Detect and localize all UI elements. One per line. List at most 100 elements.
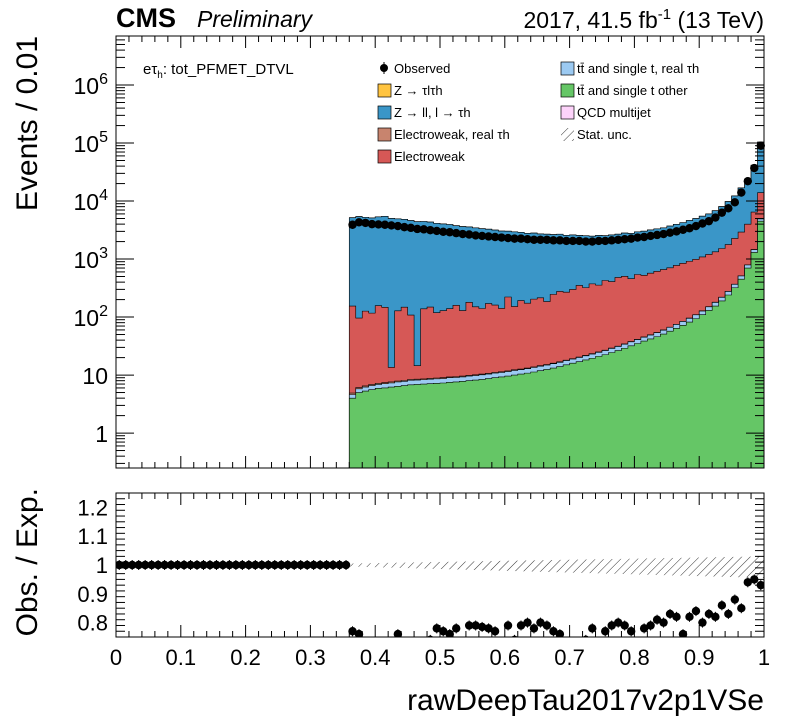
observed-point <box>445 228 454 237</box>
ratio-point <box>277 560 286 570</box>
y-tick-label: 102 <box>74 303 109 331</box>
observed-point <box>439 227 448 236</box>
observed-point <box>387 221 396 230</box>
x-tick-labels: 0 0.1 0.2 0.3 0.4 0.5 0.6 0.7 0.8 0.9 1 <box>110 645 770 670</box>
lumi-suffix: (13 TeV) <box>671 7 764 33</box>
ratio-point <box>704 609 714 619</box>
ratio-point <box>432 624 441 633</box>
ratio-point <box>238 560 247 570</box>
observed-point <box>464 230 474 239</box>
observed-point <box>639 232 649 242</box>
legend-swatch-unc <box>561 128 574 141</box>
ratio-point <box>173 560 182 570</box>
legend-label-ztt: Z → τlτh <box>394 83 443 98</box>
observed-point <box>458 229 467 239</box>
observed-point <box>452 228 461 238</box>
ratio-point <box>192 560 202 570</box>
ratio-point <box>588 624 597 633</box>
ratio-point <box>724 609 733 619</box>
observed-point <box>633 233 642 242</box>
ratio-point <box>555 629 565 637</box>
ratio-point <box>626 627 636 636</box>
ratio-point <box>257 560 266 570</box>
ratio-point <box>134 560 143 570</box>
legend-label-qcd: QCD multijet <box>577 105 651 120</box>
ratio-point <box>698 618 707 627</box>
observed-point <box>678 225 688 234</box>
legend-label-unc: Stat. unc. <box>577 127 632 142</box>
observed-point <box>704 216 714 226</box>
observed-point <box>581 237 590 246</box>
x-tick-label: 0.2 <box>230 645 261 670</box>
observed-point <box>529 235 539 244</box>
channel-label: eτh: tot_PFMET_DTVL <box>143 61 294 81</box>
ratio-point <box>484 624 493 633</box>
observed-point <box>614 235 623 244</box>
ratio-point <box>750 575 759 584</box>
ratio-point <box>199 560 208 570</box>
observed-point <box>646 231 655 241</box>
x-tick-label: 0.8 <box>619 645 650 670</box>
observed-point <box>490 232 500 242</box>
ratio-point <box>503 621 513 630</box>
ratio-y-tick-label: 0.9 <box>77 582 108 607</box>
ratio-y-tick-labels: 0.8 0.9 1 1.1 1.2 <box>77 495 108 635</box>
observed-point <box>711 213 720 222</box>
observed-point <box>665 228 675 237</box>
ratio-point <box>153 560 163 570</box>
observed-point <box>555 236 565 245</box>
ratio-point <box>244 560 254 570</box>
x-tick-label: 0.3 <box>295 645 326 670</box>
y-tick-label: 104 <box>74 187 109 215</box>
y-tick-labels: 1 10 102 103 104 105 106 <box>74 71 109 447</box>
ratio-point <box>711 612 720 622</box>
observed-point <box>607 236 616 245</box>
observed-point <box>354 218 364 227</box>
legend-label-ewk_real: Electroweak, real τh <box>394 127 510 142</box>
ratio-point <box>549 627 558 636</box>
observed-point <box>406 223 416 233</box>
ratio-point <box>212 560 221 570</box>
ratio-point <box>743 578 752 587</box>
legend-label-observed: Observed <box>394 61 450 76</box>
ratio-point <box>458 639 466 647</box>
ratio-point <box>685 612 694 622</box>
ratio-y-axis-label: Obs. / Exp. <box>11 488 44 636</box>
observed-point <box>601 236 610 246</box>
ratio-point <box>691 606 701 616</box>
observed-point <box>626 234 636 243</box>
x-tick-label: 0 <box>110 645 122 670</box>
ratio-point <box>439 627 448 636</box>
ratio-point <box>400 639 408 647</box>
preliminary-label: Preliminary <box>197 6 314 32</box>
ratio-point <box>445 629 454 637</box>
legend-marker-observed <box>380 64 388 72</box>
observed-point <box>743 176 752 186</box>
ratio-point <box>290 560 299 570</box>
legend: Observed Z → τlτh Z → ll, l → τh Electrowea… <box>377 61 699 164</box>
lumi-exponent: -1 <box>658 6 671 23</box>
lumi-prefix: 2017, 41.5 fb <box>523 7 657 33</box>
ratio-point <box>490 627 500 636</box>
ratio-point <box>231 560 241 570</box>
ratio-point <box>186 560 195 570</box>
observed-point <box>568 236 578 246</box>
ratio-point <box>737 604 746 613</box>
ratio-point <box>354 629 364 637</box>
observed-point <box>419 225 428 234</box>
observed-point <box>717 208 727 217</box>
legend-swatch-tt_other <box>560 83 575 98</box>
ratio-point <box>140 560 150 570</box>
ratio-point <box>270 560 279 570</box>
observed-point <box>484 232 493 241</box>
x-tick-label: 0.1 <box>166 645 197 670</box>
legend-label-ewk: Electroweak <box>394 149 465 164</box>
x-tick-label: 0.9 <box>684 645 715 670</box>
ratio-point <box>328 560 338 570</box>
x-tick-label: 0.4 <box>360 645 391 670</box>
ratio-point <box>302 560 312 570</box>
observed-point <box>477 231 487 241</box>
x-tick-label: 0.6 <box>490 645 521 670</box>
observed-point <box>348 220 357 229</box>
observed-point <box>367 219 377 229</box>
